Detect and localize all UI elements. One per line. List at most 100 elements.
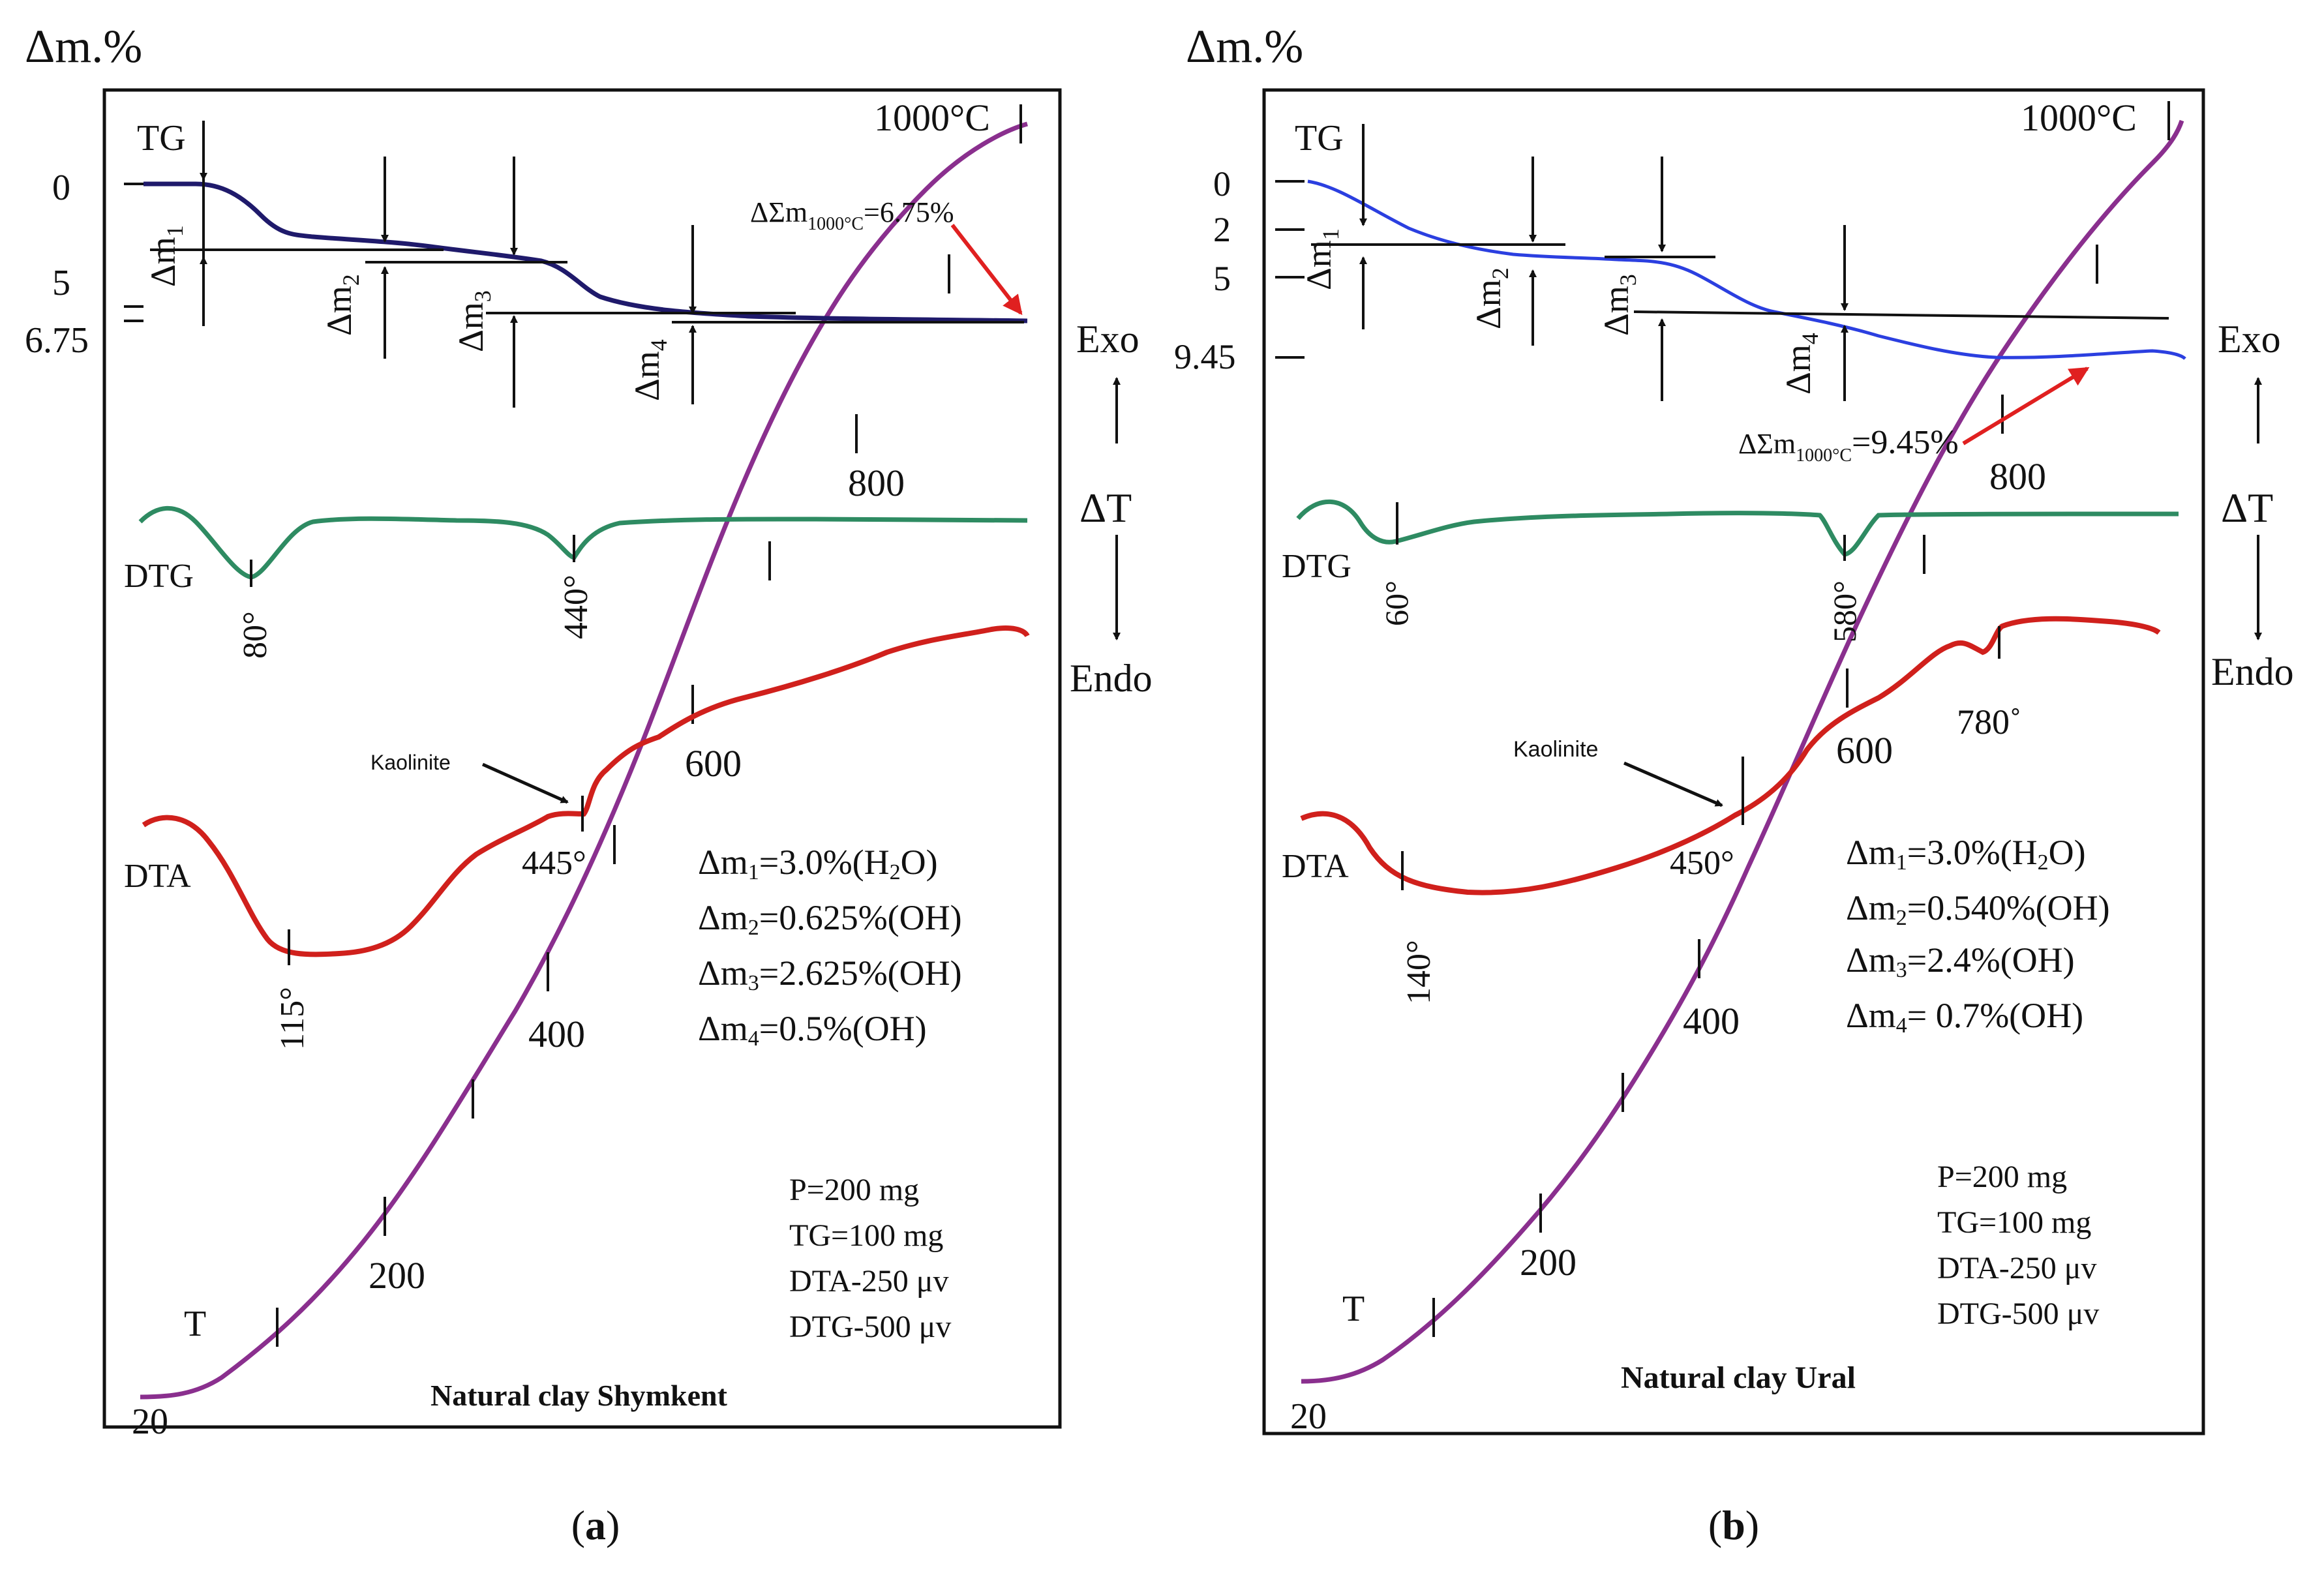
panel-a-kaolinite-arrow	[481, 762, 569, 804]
panel-b-dtg-peak-60: 60°	[1378, 580, 1415, 626]
panel-a-mass-losses: Δm1=3.0%(H2O) Δm2=0.625%(OH) Δm3=2.625%(…	[698, 843, 962, 1051]
condition-line: TG=100 mg	[789, 1218, 943, 1253]
svg-text:Δm3: Δm3	[1597, 274, 1641, 336]
panel-a-tg-label: TG	[137, 118, 186, 158]
panel-b-ytick-label: 9.45	[1174, 337, 1236, 376]
panel-b-temp-tick-600: 600	[1836, 729, 1893, 772]
panel-a-temp-max: 1000°C	[874, 97, 990, 139]
side-axis-delta-t: ΔT	[1079, 485, 1132, 531]
side-axis-delta-t-b: ΔT	[2221, 485, 2273, 531]
side-axis-endo: Endo	[1070, 657, 1153, 700]
step-sub: 3	[1615, 274, 1641, 286]
panel-a-temperature-curve	[140, 121, 1028, 1400]
step-label: Δm	[143, 237, 183, 287]
svg-text:Δm3: Δm3	[451, 290, 496, 352]
mass-loss-line: Δm4=0.5%(OH)	[698, 1009, 927, 1051]
panel-a-tg-curve	[143, 181, 1028, 323]
panel-b-tg-curve	[1307, 179, 2186, 360]
panel-a-dta-label: DTA	[124, 858, 191, 895]
svg-text:Δm4: Δm4	[627, 339, 672, 401]
panel-b-ytick-label: 2	[1213, 210, 1231, 249]
step-sub: 2	[338, 274, 364, 286]
panel-b-dta-peak-780: 780˚	[1957, 702, 2021, 742]
panel-b-conditions: P=200 mg TG=100 mg DTA-250 μv DTG-500 μv	[1937, 1160, 2099, 1331]
panel-b-step-labels: Δm1 Δm2 Δm3 Δm4	[1299, 228, 1823, 395]
panel-a-ytick-label: 0	[52, 168, 70, 208]
step-sub: 3	[470, 290, 496, 302]
panel-a-temp-start: 20	[132, 1402, 168, 1442]
condition-line: P=200 mg	[1937, 1160, 2067, 1194]
condition-line: P=200 mg	[789, 1173, 919, 1207]
svg-text:Δm1: Δm1	[1299, 228, 1344, 290]
panel-b-kaolinite-arrow	[1623, 761, 1723, 807]
panel-a-kaolinite-label: Kaolinite	[370, 751, 451, 774]
panel-b-dtg-curve	[1296, 499, 2179, 557]
condition-line: DTA-250 μv	[1937, 1251, 2097, 1285]
panel-a-total-loss: ΔΣm1000°C=6.75%	[750, 196, 954, 234]
panel-a-temp-tick-800: 800	[848, 462, 905, 504]
panel-b-dta-label: DTA	[1282, 848, 1349, 885]
panel-b-tg-label: TG	[1295, 118, 1344, 158]
panel-a-frame	[102, 88, 1062, 1429]
panel-a-temp-tick-200: 200	[369, 1254, 425, 1297]
step-label: Δm	[627, 351, 667, 401]
panel-b-temp-start: 20	[1290, 1396, 1327, 1437]
condition-line: DTG-500 μv	[1937, 1297, 2099, 1331]
panel-a-t-label: T	[184, 1304, 206, 1344]
panel-b-y-ticks: 0 2 5 9.45	[1174, 164, 1305, 376]
panel-b-t-label: T	[1342, 1289, 1365, 1329]
panel-a-caption: (a)	[571, 1502, 620, 1548]
panel-a-total-loss-arrow	[950, 224, 1023, 316]
panel-a-ylabel: Δm.%	[25, 20, 142, 72]
panel-b-dtg-peak-580: 580°	[1826, 580, 1863, 642]
panel-b-chart: Δm.% 0 2 5 9.45 20 T 200 400	[1174, 20, 2205, 1437]
step-sub: 2	[1487, 267, 1513, 279]
step-label: Δm	[1299, 240, 1338, 290]
panel-b-caption-letter: b	[1722, 1502, 1745, 1548]
side-axis-endo-b: Endo	[2211, 650, 2294, 693]
panel-a-tg-step-markers	[150, 121, 1024, 408]
step-label: Δm	[1597, 286, 1636, 336]
panel-b-mass-losses: Δm1=3.0%(H2O) Δm2=0.540%(OH) Δm3=2.4%(OH…	[1846, 833, 2110, 1038]
panel-b-ytick-label: 5	[1213, 259, 1231, 298]
panel-b-frame	[1262, 88, 2205, 1435]
mass-loss-line: Δm2=0.625%(OH)	[698, 898, 962, 940]
panel-a-step-labels: Δm1 Δm2 Δm3 Δm4	[143, 225, 672, 401]
panel-a-dta-peak-445: 445°	[522, 845, 586, 882]
panel-b-dta-curve	[1300, 616, 2161, 895]
panel-b-tg-step-markers	[1311, 124, 2169, 401]
panel-b-dta-peak-140: 140°	[1400, 940, 1438, 1004]
panel-b-title: Natural clay Ural	[1621, 1360, 1856, 1395]
mass-loss-line: Δm3=2.4%(OH)	[1846, 940, 2075, 982]
svg-text:Δm4: Δm4	[1779, 333, 1823, 395]
panel-b-total-loss-arrow	[1962, 367, 2090, 445]
panel-a-dtg-curve	[138, 505, 1028, 580]
step-sub: 4	[1797, 333, 1823, 344]
panel-b-ytick-label: 0	[1213, 164, 1231, 203]
panel-a-dtg-label: DTG	[124, 558, 194, 595]
panel-b-temperature-ticks	[1432, 101, 2170, 1337]
panel-a-dta-curve	[142, 625, 1030, 957]
panel-b-dta-peak-450: 450°	[1670, 845, 1734, 882]
mass-loss-line: Δm4= 0.7%(OH)	[1846, 996, 2083, 1038]
panel-b-ylabel: Δm.%	[1186, 20, 1303, 72]
panel-a-ytick-label: 6.75	[25, 320, 89, 361]
panel-b-total-loss: ΔΣm1000°C=9.45%	[1738, 424, 1959, 466]
side-axis-exo: Exo	[1076, 318, 1139, 361]
panel-b-temp-tick-400: 400	[1683, 1000, 1740, 1042]
side-axis-exo-b: Exo	[2218, 318, 2281, 361]
panel-b-temp-tick-200: 200	[1520, 1241, 1577, 1284]
step-label: Δm	[1779, 344, 1818, 395]
panel-b-caption: (b)	[1708, 1502, 1760, 1548]
panel-a-dtg-peak-440: 440°	[558, 575, 595, 639]
panel-a-chart: Δm.% 0 5 6.75 20 T 200 400 600	[25, 20, 1062, 1442]
panel-b-dtg-label: DTG	[1282, 548, 1351, 585]
step-label: Δm	[320, 286, 359, 336]
mass-loss-line: Δm2=0.540%(OH)	[1846, 888, 2110, 930]
panel-b-kaolinite-label: Kaolinite	[1513, 737, 1598, 762]
condition-line: DTG-500 μv	[789, 1310, 951, 1344]
panel-a-ytick-label: 5	[52, 263, 70, 303]
mass-loss-line: Δm3=2.625%(OH)	[698, 954, 962, 995]
svg-text:Δm2: Δm2	[1469, 267, 1513, 329]
